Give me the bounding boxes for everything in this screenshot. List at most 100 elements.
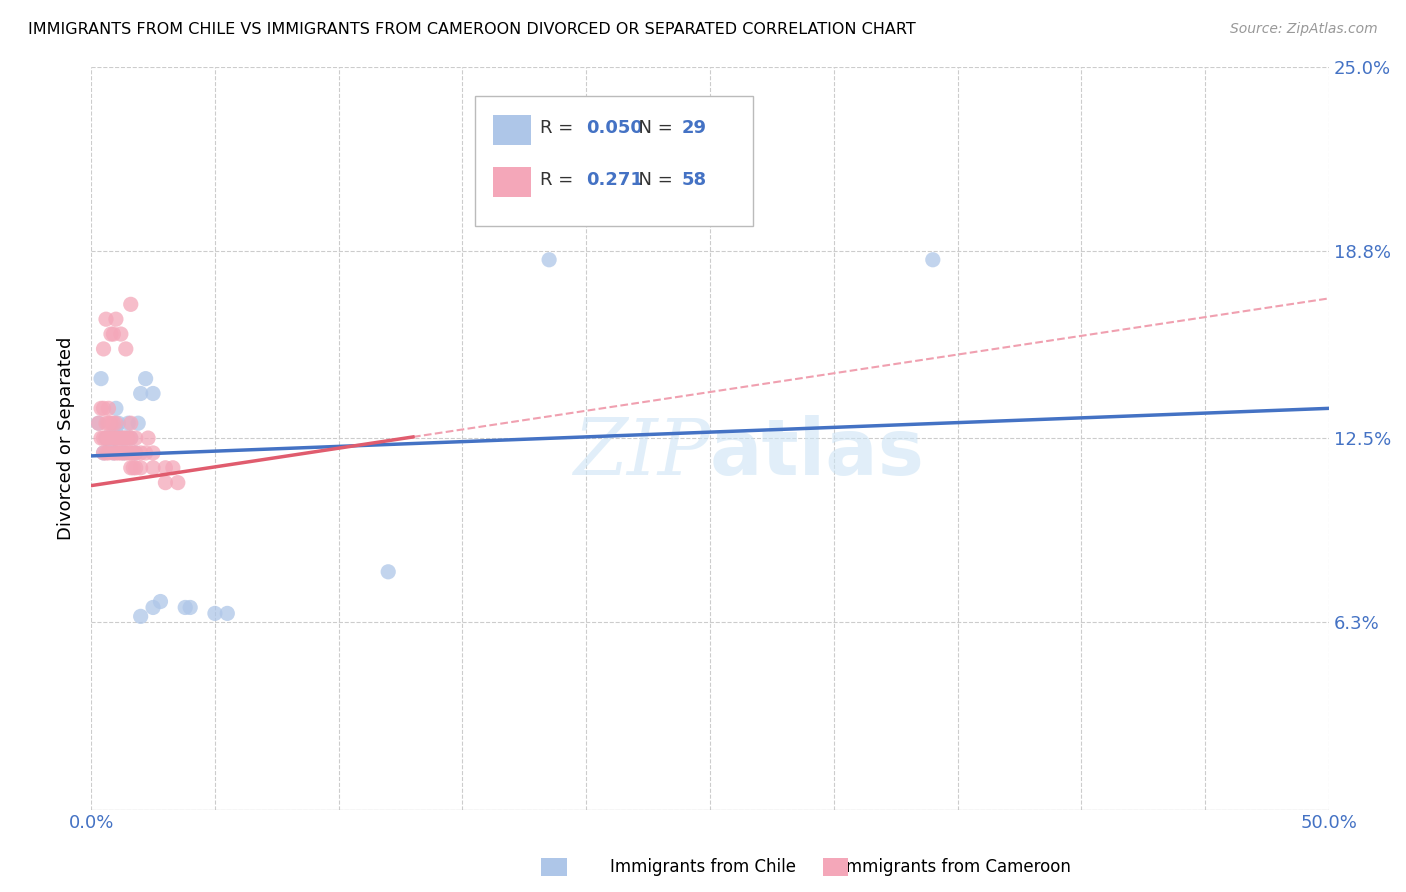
Point <box>100 440 122 454</box>
Point <box>107 446 129 460</box>
Point <box>142 386 165 401</box>
Point <box>110 446 132 460</box>
Point <box>155 475 177 490</box>
Point <box>129 446 152 460</box>
Text: 29: 29 <box>682 120 707 137</box>
Point <box>97 401 120 416</box>
Point <box>149 594 172 608</box>
Point <box>538 252 561 267</box>
Text: atlas: atlas <box>710 415 925 491</box>
Point <box>104 431 127 445</box>
Point <box>87 416 110 430</box>
Point <box>120 446 142 460</box>
Point <box>110 431 132 445</box>
Text: 0.271: 0.271 <box>586 171 643 189</box>
Point <box>174 600 197 615</box>
Point <box>100 327 122 342</box>
Point <box>166 475 188 490</box>
Point <box>155 460 177 475</box>
Point <box>112 446 135 460</box>
Text: N =: N = <box>627 171 673 189</box>
Point <box>90 431 112 445</box>
Point <box>122 460 145 475</box>
Point <box>94 431 117 445</box>
Point <box>120 297 142 311</box>
Point <box>125 460 148 475</box>
Point <box>179 600 201 615</box>
Point <box>97 431 120 445</box>
Point <box>114 342 136 356</box>
Point <box>104 312 127 326</box>
Point <box>90 401 112 416</box>
Point <box>104 422 127 436</box>
Point <box>103 446 125 460</box>
Point <box>103 416 125 430</box>
Point <box>110 327 132 342</box>
Point <box>129 609 152 624</box>
Point <box>114 446 136 460</box>
Point <box>117 431 139 445</box>
Point <box>94 312 117 326</box>
Point <box>87 416 110 430</box>
Point <box>93 342 115 356</box>
Point <box>112 431 135 445</box>
Point <box>117 446 139 460</box>
Point <box>104 446 127 460</box>
Point <box>120 460 142 475</box>
Point <box>107 431 129 445</box>
Point <box>97 446 120 460</box>
Point <box>162 460 184 475</box>
Point <box>93 446 115 460</box>
Text: Source: ZipAtlas.com: Source: ZipAtlas.com <box>1230 22 1378 37</box>
Point <box>125 431 148 445</box>
Point <box>90 371 112 385</box>
Text: R =: R = <box>540 120 579 137</box>
Bar <box>494 167 530 196</box>
Text: ZIP: ZIP <box>572 415 710 491</box>
Point <box>117 416 139 430</box>
Text: 58: 58 <box>682 171 707 189</box>
Point <box>94 431 117 445</box>
Point <box>114 431 136 445</box>
Point <box>377 565 399 579</box>
Point <box>127 416 149 430</box>
Point <box>120 431 142 445</box>
Point <box>135 371 157 385</box>
Point <box>217 607 239 621</box>
Point <box>103 327 125 342</box>
FancyBboxPatch shape <box>475 96 754 227</box>
Point <box>114 431 136 445</box>
Bar <box>494 115 530 145</box>
Text: R =: R = <box>540 171 579 189</box>
Point <box>120 431 142 445</box>
Point <box>142 460 165 475</box>
Text: Immigrants from Cameroon: Immigrants from Cameroon <box>841 858 1071 876</box>
Point <box>104 401 127 416</box>
Point <box>136 431 159 445</box>
Y-axis label: Divorced or Separated: Divorced or Separated <box>58 336 75 540</box>
Point <box>97 416 120 430</box>
Text: IMMIGRANTS FROM CHILE VS IMMIGRANTS FROM CAMEROON DIVORCED OR SEPARATED CORRELAT: IMMIGRANTS FROM CHILE VS IMMIGRANTS FROM… <box>28 22 915 37</box>
Point <box>110 431 132 445</box>
Text: Immigrants from Chile: Immigrants from Chile <box>610 858 796 876</box>
Text: N =: N = <box>627 120 673 137</box>
Text: 0.050: 0.050 <box>586 120 643 137</box>
Point <box>93 431 115 445</box>
Point <box>129 460 152 475</box>
Point <box>135 446 157 460</box>
Point <box>921 252 943 267</box>
Point <box>100 416 122 430</box>
Point <box>94 416 117 430</box>
Point <box>103 431 125 445</box>
Point <box>100 431 122 445</box>
Point <box>125 446 148 460</box>
Point <box>122 446 145 460</box>
Point <box>125 446 148 460</box>
Point <box>93 446 115 460</box>
Point <box>142 600 165 615</box>
Point <box>204 607 226 621</box>
Point <box>93 401 115 416</box>
Point <box>120 416 142 430</box>
Point <box>97 431 120 445</box>
Point <box>107 416 129 430</box>
